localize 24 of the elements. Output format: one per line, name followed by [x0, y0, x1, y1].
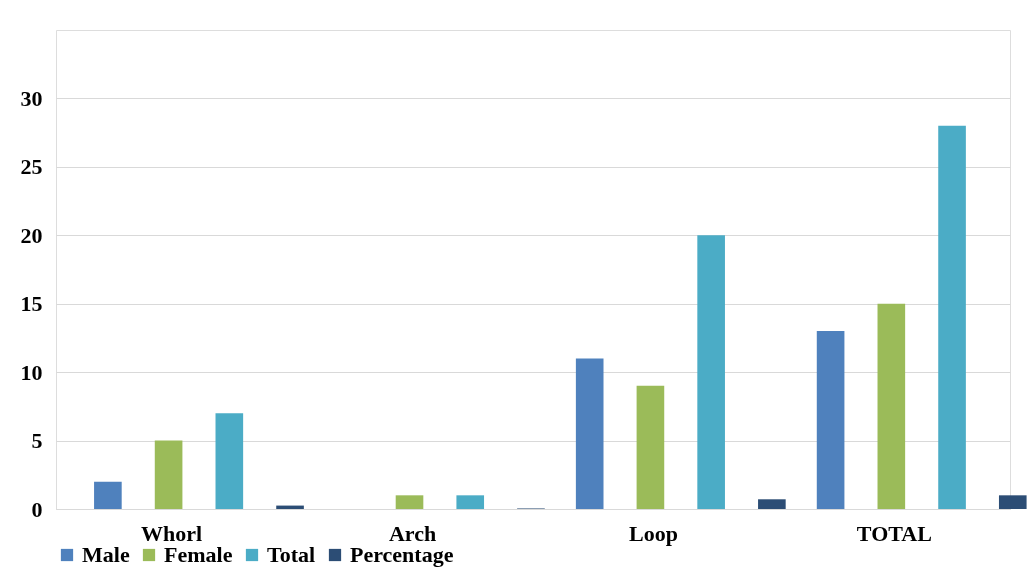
bar [94, 481, 122, 509]
y-tick-label: 0 [31, 496, 43, 522]
bar [877, 303, 906, 509]
bar [154, 440, 183, 509]
y-tick-label: 15 [20, 291, 43, 317]
y-tick-label: 30 [20, 85, 43, 111]
bar [938, 125, 966, 509]
x-tick-label: Loop [628, 520, 678, 546]
bar [758, 499, 786, 509]
bar [697, 235, 725, 509]
bar [456, 495, 485, 509]
y-tick-label: 5 [31, 428, 43, 454]
bar [215, 413, 244, 509]
y-tick-label: 25 [20, 154, 43, 180]
y-tick-label: 10 [20, 359, 43, 385]
y-tick-label: 20 [20, 222, 43, 248]
bar [575, 358, 604, 509]
legend-label: Male [82, 542, 130, 567]
bar [998, 495, 1027, 509]
legend-label: Total [267, 542, 316, 567]
x-tick-label: TOTAL [856, 520, 932, 546]
bar [636, 385, 665, 509]
bar [395, 495, 424, 509]
bar [816, 331, 845, 509]
